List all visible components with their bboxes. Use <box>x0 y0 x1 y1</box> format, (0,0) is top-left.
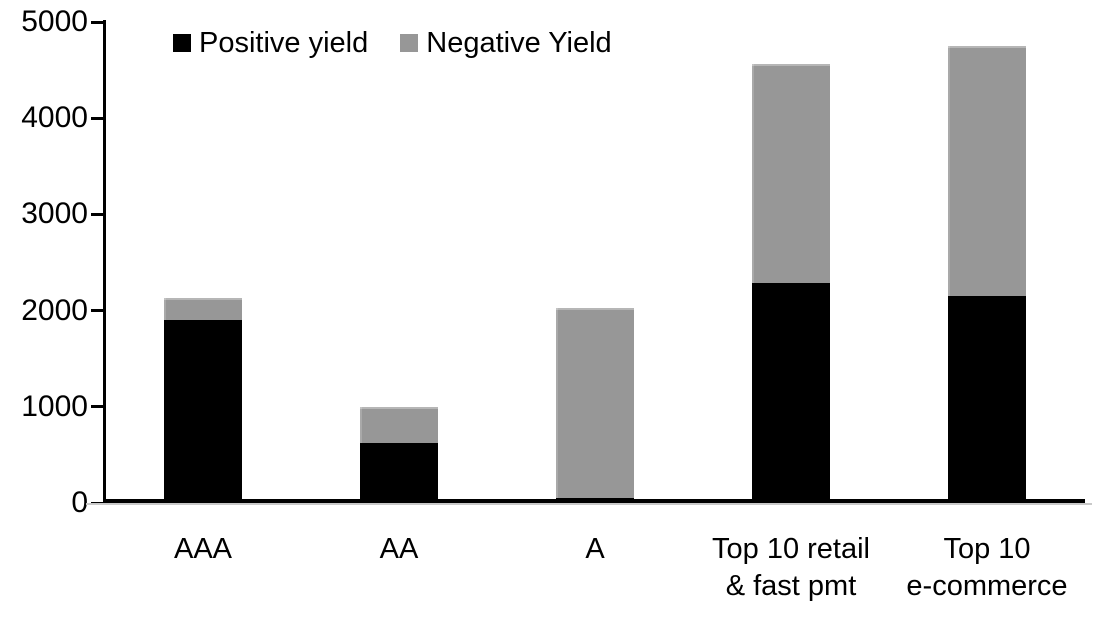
x-axis-label-top-10: Top 10 e-commerce <box>906 533 1068 602</box>
bar-top-10-retail-negative-yield <box>752 64 830 283</box>
legend-swatch-positive-yield <box>173 34 191 52</box>
y-tick-mark-5000 <box>91 20 104 24</box>
bar-aa-positive-yield <box>360 443 438 503</box>
bar-aaa-positive-yield <box>164 320 242 503</box>
bar-a-negative-yield <box>556 307 634 499</box>
legend-swatch-negative-yield <box>400 34 419 52</box>
y-tick-mark-4000 <box>91 116 104 120</box>
x-axis-shadow-line <box>86 503 1092 505</box>
legend-item-negative-yield: Negative Yield <box>400 26 612 60</box>
x-axis-label-top-10-retail: Top 10 retail & fast pmt <box>712 533 870 602</box>
y-tick-label-4000: 4000 <box>21 101 88 135</box>
legend: Positive yield Negative Yield <box>173 26 612 60</box>
x-axis-label-aaa: AAA <box>173 533 233 565</box>
y-tick-label-5000: 5000 <box>21 5 88 38</box>
legend-label-negative-yield: Negative Yield <box>426 27 612 59</box>
y-tick-label-0: 0 <box>71 486 88 519</box>
y-tick-mark-3000 <box>91 212 104 216</box>
y-tick-label-1000: 1000 <box>21 389 88 423</box>
legend-label-positive-yield: Positive yield <box>199 27 369 59</box>
bar-top-10-positive-yield <box>948 296 1026 503</box>
bar-aa-negative-yield <box>360 406 438 444</box>
x-axis-line <box>103 499 1085 503</box>
y-tick-label-2000: 2000 <box>21 293 88 327</box>
legend-item-positive-yield: Positive yield <box>173 26 368 60</box>
bar-top-10-retail-positive-yield <box>752 282 830 503</box>
y-tick-mark-1000 <box>91 405 104 409</box>
y-axis-line <box>103 20 106 503</box>
x-axis-label-a: A <box>585 533 605 565</box>
x-axis-label-aa: AA <box>379 533 419 565</box>
y-tick-label-3000: 3000 <box>21 197 88 231</box>
bar-aaa-negative-yield <box>164 298 242 321</box>
y-tick-mark-2000 <box>91 309 104 313</box>
bar-top-10-negative-yield <box>948 46 1026 297</box>
